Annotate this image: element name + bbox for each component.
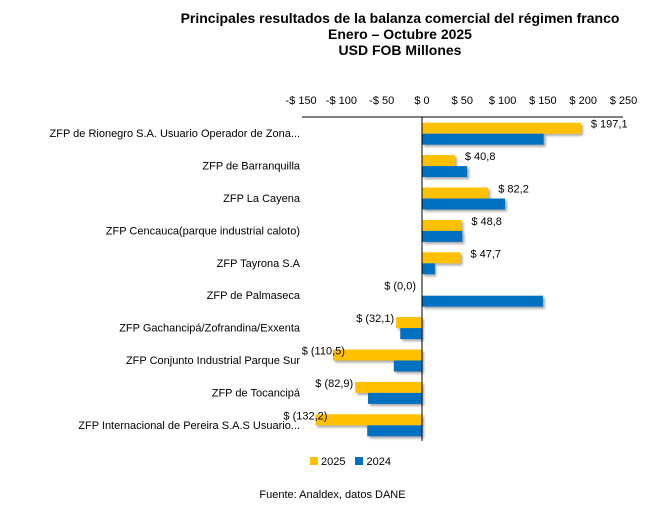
- x-tick-label: $ 250: [610, 95, 638, 107]
- bar-2025: [422, 155, 455, 167]
- bar-2025: [422, 252, 461, 264]
- legend-label-2025: 2025: [321, 456, 346, 468]
- legend-label-2024: 2024: [366, 456, 391, 468]
- x-tick-label: -$ 150: [285, 95, 316, 107]
- x-tick-label: -$ 50: [369, 95, 394, 107]
- data-label-2025: $ 47,7: [470, 248, 501, 260]
- bar-2024: [422, 230, 463, 242]
- bar-2025: [422, 187, 489, 199]
- chart-unit-label: USD FOB Millones: [338, 42, 462, 58]
- category-label: ZFP de Tocancipá: [212, 387, 301, 399]
- category-label: ZFP Internacional de Pereira S.A.S Usuar…: [78, 420, 300, 432]
- source-text: Fuente: Analdex, datos DANE: [259, 489, 406, 501]
- category-label: ZFP Tayrona S.A: [217, 258, 301, 270]
- data-label-2025: $ 197,1: [591, 119, 628, 131]
- category-label: ZFP de Barranquilla: [202, 161, 301, 173]
- category-label: ZFP Conjunto Industrial Parque Sur: [126, 355, 300, 367]
- data-label-2025: $ (132,2): [283, 410, 327, 422]
- bar-2025: [332, 349, 422, 361]
- bar-2025: [396, 317, 422, 329]
- data-label-2025: $ (32,1): [356, 313, 394, 325]
- bar-2024: [422, 263, 435, 275]
- x-tick-label: $ 100: [489, 95, 517, 107]
- category-label: ZFP Gachancipá/Zofrandina/Exxenta: [119, 323, 301, 335]
- bar-2024: [422, 166, 468, 178]
- x-tick-label: $ 150: [529, 95, 557, 107]
- bar-2025: [355, 381, 422, 393]
- data-label-2025: $ (0,0): [384, 281, 416, 293]
- legend-item-2025: 2025: [310, 456, 345, 468]
- bar-2025: [315, 414, 422, 426]
- x-tick-label: $ 200: [569, 95, 597, 107]
- chart-title: Principales resultados de la balanza com…: [180, 10, 620, 26]
- bar-2024: [393, 360, 422, 372]
- legend-item-2024: 2024: [355, 456, 391, 468]
- bar-2024: [422, 133, 544, 145]
- bar-2024: [367, 425, 422, 437]
- category-label: ZFP de Palmaseca: [207, 290, 301, 302]
- legend-swatch-2024: [355, 457, 364, 465]
- data-label-2025: $ 40,8: [465, 151, 496, 163]
- x-tick-label: $ 50: [452, 95, 473, 107]
- legend: 2025 2024: [310, 456, 391, 468]
- data-label-2025: $ (110,5): [302, 346, 345, 358]
- bar-2025: [422, 219, 462, 231]
- data-label-2025: $ 48,8: [471, 216, 502, 228]
- bar-2024: [422, 198, 506, 210]
- bar-2024: [422, 295, 543, 307]
- data-label-2025: $ 82,2: [498, 184, 529, 196]
- chart-subtitle: Enero – Octubre 2025: [328, 26, 472, 42]
- bar-2024: [367, 392, 422, 404]
- legend-swatch-2025: [310, 457, 318, 465]
- bar-2025: [422, 122, 581, 134]
- data-label-2025: $ (82,9): [315, 378, 353, 390]
- x-tick-label: $ 0: [414, 95, 429, 107]
- source-note: Fuente: Analdex, datos DANE: [0, 489, 657, 501]
- category-label: ZFP Cencauca(parque industrial caloto): [106, 225, 300, 237]
- bar-2024: [400, 328, 422, 340]
- category-label: ZFP La Cayena: [223, 193, 301, 205]
- category-label: ZFP de Rionegro S.A. Usuario Operador de…: [50, 128, 300, 140]
- x-tick-label: -$ 100: [326, 95, 357, 107]
